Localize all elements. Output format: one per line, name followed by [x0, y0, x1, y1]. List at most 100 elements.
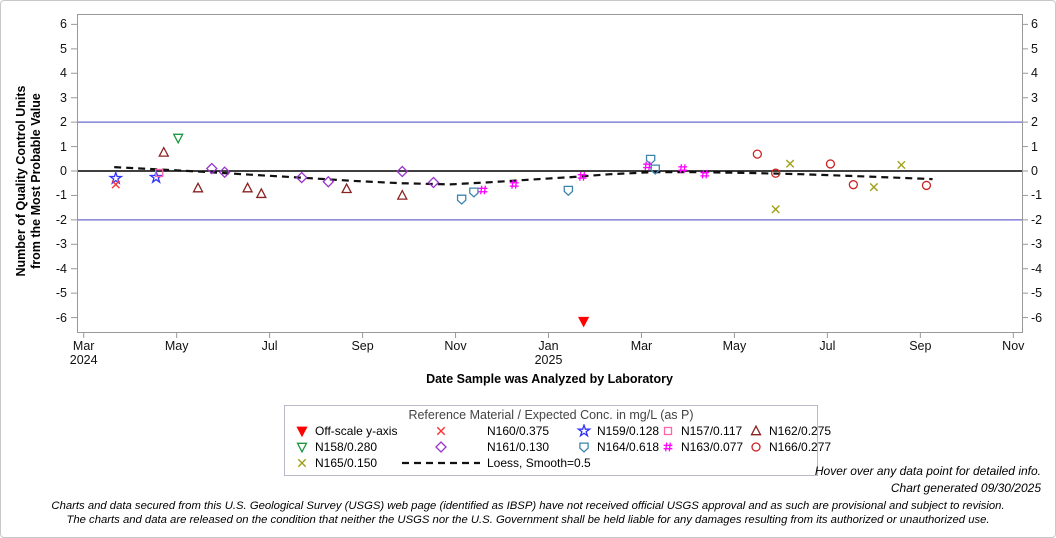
qc-chart-plot-area [71, 14, 1028, 338]
data-point-N161[interactable] [295, 171, 308, 184]
legend-item: N161/0.130 [397, 439, 569, 455]
usgs-disclaimer-line1: Charts and data secured from this U.S. G… [51, 500, 1005, 512]
data-point-N162[interactable] [158, 146, 170, 157]
data-point-N163[interactable] [577, 171, 587, 181]
data-point-N166[interactable] [771, 168, 781, 178]
legend-item-label: N163/0.077 [681, 440, 744, 454]
data-point-N165[interactable] [869, 182, 879, 192]
legend-title: Reference Material / Expected Conc. in m… [408, 408, 694, 422]
y-tick-label-right: -6 [1031, 310, 1043, 325]
y-tick-label-right: 6 [1031, 17, 1038, 32]
data-point-N160[interactable] [111, 180, 120, 189]
marker-square [663, 426, 673, 436]
marker-triangle-down-filled [296, 426, 308, 438]
data-point-N158[interactable] [172, 133, 184, 145]
data-point-N162[interactable] [192, 181, 204, 193]
y-tick-label-right: 0 [1031, 164, 1038, 178]
x-tick-label: Mar [630, 339, 653, 353]
data-point-N161[interactable] [205, 162, 218, 175]
y-tick-label-right: 2 [1031, 115, 1038, 130]
y-tick-label-right: 4 [1031, 66, 1038, 81]
data-point-N162[interactable] [241, 181, 254, 193]
y-tick-label-left: 4 [60, 66, 67, 81]
x-tick-year-label: 2024 [69, 353, 98, 367]
y-tick-label-left: -5 [55, 286, 67, 301]
dashed-line-icon [397, 456, 485, 470]
y-tick-label-right: 3 [1031, 90, 1038, 105]
hover-hint-note: Hover over any data point for detailed i… [814, 464, 1041, 478]
data-point-N161[interactable] [396, 165, 409, 178]
marker-triangle-up [750, 424, 762, 436]
y-tick-label-left: -3 [55, 237, 67, 252]
data-point-N165[interactable] [897, 160, 906, 170]
data-point-N165[interactable] [785, 159, 795, 168]
data-point-N159[interactable] [148, 169, 164, 184]
circle-icon [745, 440, 767, 454]
x-tick-label: May [722, 339, 747, 353]
usgs-disclaimer-line2: The charts and data are released on the … [66, 514, 990, 526]
off-scale-data-point[interactable] [578, 316, 590, 328]
star-icon [573, 424, 595, 438]
triangle-up-icon [745, 424, 767, 438]
data-point-N162[interactable] [255, 187, 267, 199]
marker-diamond [435, 441, 447, 453]
y-tick-label-left: 6 [60, 17, 67, 32]
data-point-N166[interactable] [848, 180, 858, 190]
y-tick-label-left: 3 [60, 90, 67, 105]
legend-item: N158/0.280 [291, 439, 393, 455]
square-icon [657, 424, 679, 438]
data-point-N166[interactable] [752, 149, 762, 159]
x-icon [291, 456, 313, 470]
y-tick-label-right: -5 [1031, 286, 1043, 301]
plot-frame [77, 14, 1023, 333]
legend-item: N157/0.117 [657, 423, 743, 439]
data-point-N164[interactable] [456, 194, 467, 205]
data-point-N157[interactable] [155, 168, 164, 178]
data-point-N164[interactable] [563, 185, 574, 197]
data-point-N166[interactable] [921, 180, 932, 191]
y-tick-label-left: -4 [55, 261, 67, 276]
x-icon [397, 424, 485, 438]
legend-item-label: N157/0.117 [681, 424, 743, 438]
legend-item-label: N166/0.277 [769, 440, 832, 454]
legend-item-label: Off-scale y-axis [315, 424, 398, 438]
legend-item-label: N161/0.130 [487, 440, 550, 454]
marker-hash [663, 442, 673, 452]
data-point-N162[interactable] [396, 189, 408, 200]
y-tick-label-right: -2 [1031, 212, 1043, 227]
legend-item-label: N159/0.128 [597, 424, 660, 438]
marker-shield [579, 442, 589, 453]
marker-triangle-down [296, 442, 308, 454]
legend-item: N166/0.277 [745, 439, 835, 455]
legend-items: Off-scale y-axis N160/0.375 N159/0.128 N157… [291, 423, 831, 471]
y-tick-label-right: -3 [1031, 237, 1043, 252]
legend-item-label: N158/0.280 [315, 440, 378, 454]
legend-item-label: N165/0.150 [315, 456, 378, 470]
chart-legend: Reference Material / Expected Conc. in m… [284, 405, 831, 476]
legend-item-label: Loess, Smooth=0.5 [487, 456, 591, 470]
legend-item: Off-scale y-axis [291, 423, 397, 439]
x-tick-label: Sep [909, 339, 932, 353]
triangle-down-filled-icon [291, 424, 313, 438]
y-tick-label-right: 1 [1031, 139, 1038, 154]
x-tick-label: Jan 2025 [513, 339, 585, 367]
legend-item-label: N162/0.275 [769, 424, 832, 438]
legend-item: N160/0.375 [397, 423, 569, 439]
data-point-N163[interactable] [678, 164, 688, 173]
data-point-N166[interactable] [825, 159, 836, 169]
data-point-N163[interactable] [700, 169, 710, 179]
data-point-N163[interactable] [509, 180, 519, 189]
data-point-N159[interactable] [108, 170, 124, 185]
legend-item-label: N160/0.375 [487, 424, 550, 438]
legend-item: N165/0.150 [291, 455, 393, 471]
data-point-N161[interactable] [322, 175, 335, 188]
data-point-N165[interactable] [771, 205, 780, 214]
data-point-N161[interactable] [427, 176, 440, 189]
data-point-N163[interactable] [643, 161, 652, 171]
data-point-N164[interactable] [645, 154, 656, 166]
data-point-N161[interactable] [218, 166, 231, 179]
data-point-N164[interactable] [469, 187, 479, 198]
data-point-N163[interactable] [478, 185, 488, 195]
data-point-N162[interactable] [341, 182, 353, 194]
data-point-N164[interactable] [650, 164, 660, 175]
